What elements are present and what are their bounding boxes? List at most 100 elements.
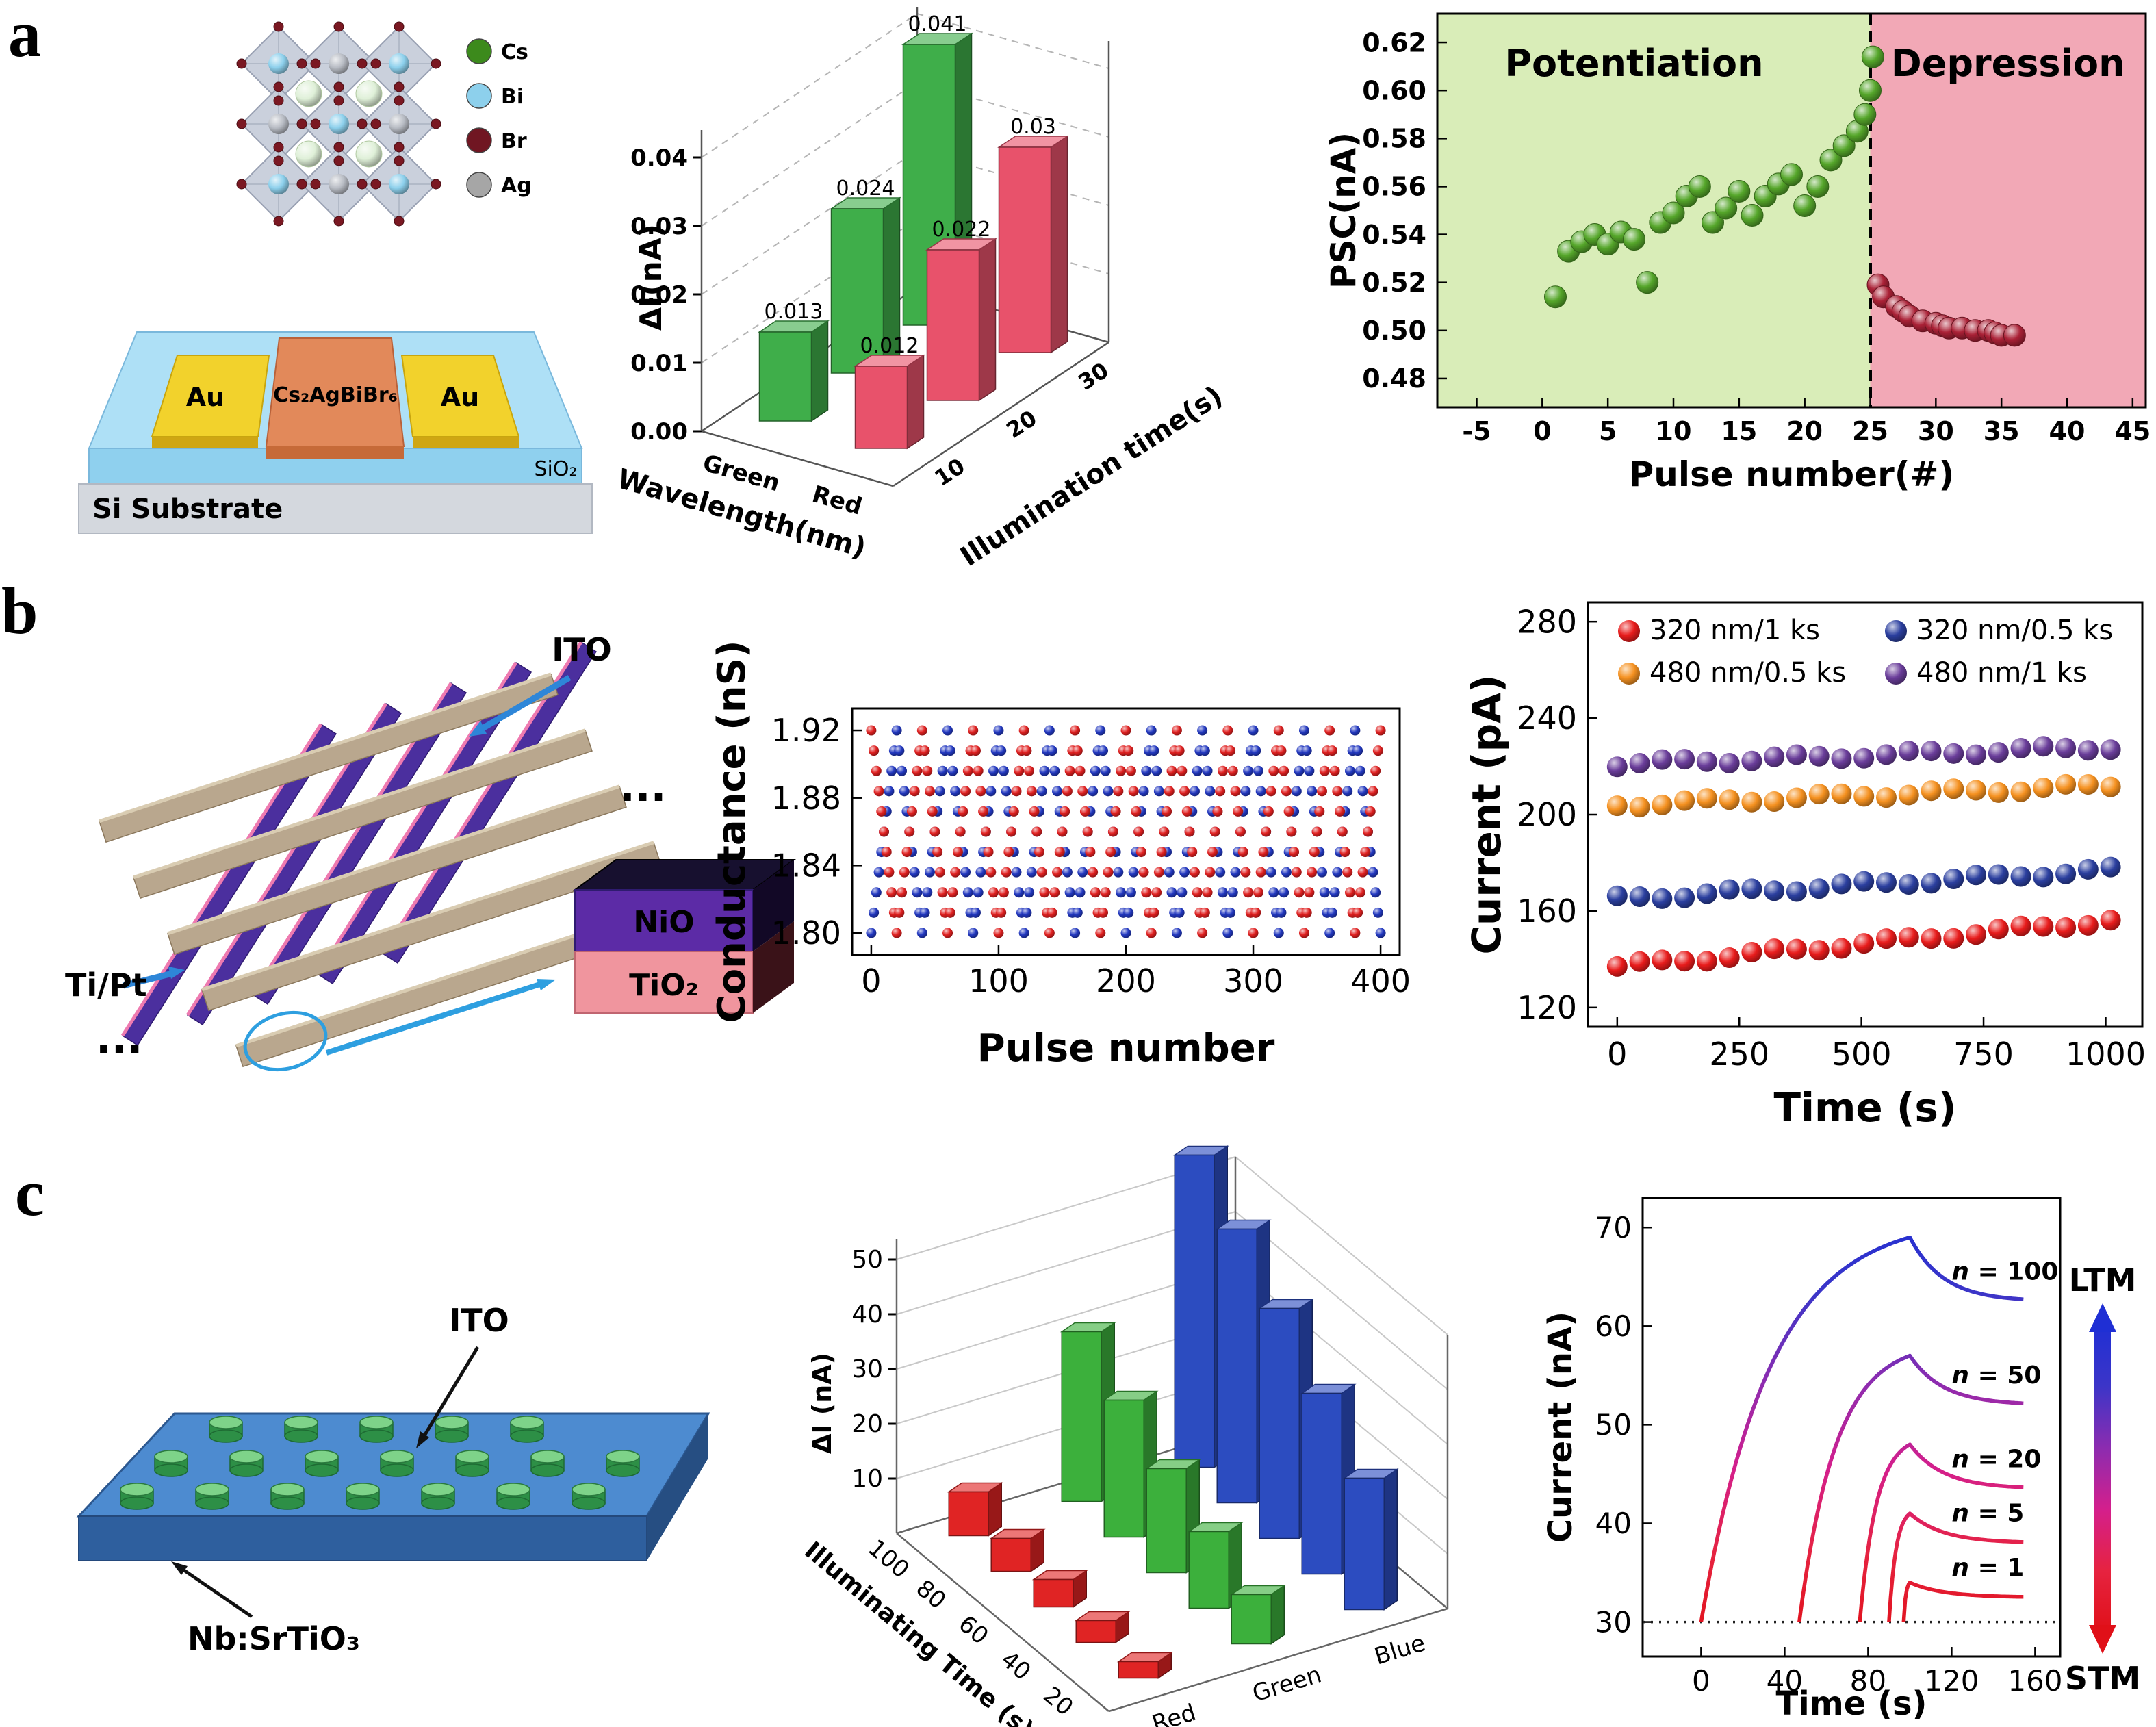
ito-dot-top <box>496 1483 530 1496</box>
data-point <box>1286 826 1297 837</box>
data-point <box>1011 786 1022 797</box>
data-point <box>1263 806 1274 817</box>
data-point <box>1360 847 1371 858</box>
x-tick-label: 300 <box>1223 962 1283 999</box>
y-tick-label: 50 <box>1595 1408 1632 1442</box>
data-point <box>1943 778 1964 799</box>
data-point <box>1217 887 1228 898</box>
data-point <box>1047 907 1057 918</box>
data-point <box>1138 867 1149 878</box>
data-point <box>866 725 877 736</box>
data-point <box>2033 736 2054 757</box>
y-tick-label: 0.60 <box>1362 75 1426 105</box>
bar-side <box>906 354 925 450</box>
data-point <box>1006 826 1017 837</box>
bar <box>1188 1531 1229 1609</box>
data-point <box>1276 907 1287 918</box>
data-point <box>1623 228 1645 251</box>
data-point <box>996 745 1007 756</box>
data-point <box>934 867 945 878</box>
ito-label: ITO <box>552 631 612 668</box>
data-point <box>1098 745 1109 756</box>
x-tick-label: 200 <box>1096 962 1156 999</box>
ito-dot-top <box>305 1450 339 1463</box>
data-point <box>1164 786 1175 797</box>
data-point <box>970 907 981 918</box>
data-point <box>1014 887 1025 898</box>
bar-side <box>1270 1585 1285 1645</box>
data-point <box>866 928 877 938</box>
data-point <box>1281 867 1292 878</box>
ito-dot-top <box>510 1416 544 1429</box>
data-point <box>1629 753 1650 774</box>
data-point <box>975 867 986 878</box>
data-point <box>922 887 933 898</box>
data-point <box>937 887 948 898</box>
data-point <box>1075 887 1086 898</box>
bar <box>1231 1594 1272 1645</box>
z-tick-label: 0.00 <box>630 418 688 446</box>
x-tick-label: 160 <box>2007 1664 2062 1698</box>
data-point <box>973 765 984 776</box>
y-tick-label: Green <box>1249 1661 1324 1707</box>
y-tick-label: 160 <box>1517 893 1577 930</box>
data-point <box>1138 786 1149 797</box>
data-point <box>1243 765 1254 776</box>
data-point <box>927 806 938 817</box>
data-point <box>1741 204 1764 227</box>
data-point <box>1240 786 1251 797</box>
data-point <box>970 745 981 756</box>
x-tick-label: 1000 <box>2066 1036 2146 1073</box>
data-point <box>1120 725 1131 736</box>
data-point <box>1253 765 1263 776</box>
legend-ag-swatch <box>466 172 492 198</box>
y-tick-label: 60 <box>1595 1309 1632 1343</box>
data-point <box>975 786 986 797</box>
inset-arrow-head <box>537 979 556 990</box>
data-point <box>1875 787 1897 808</box>
data-point <box>1189 786 1200 797</box>
data-point <box>1741 791 1762 813</box>
data-point <box>1861 45 1884 68</box>
data-point <box>891 928 902 938</box>
ito-dot-bottom <box>120 1496 154 1510</box>
y-axis-label: Current (nA) <box>1541 1312 1580 1543</box>
plot-border <box>1587 601 2144 1028</box>
y-tick-label: 10 <box>929 453 969 491</box>
legend-cs-swatch <box>466 38 492 64</box>
data-point <box>1652 794 1673 815</box>
tipt-arrow-head <box>168 967 185 979</box>
data-point <box>1314 806 1325 817</box>
data-point <box>1606 756 1628 778</box>
ito-dot-top <box>421 1483 455 1496</box>
data-point <box>1205 786 1216 797</box>
data-point <box>1696 883 1717 904</box>
x-tick-label: 80 <box>911 1574 951 1614</box>
grid-line <box>896 1265 1448 1445</box>
br-atom <box>333 216 344 227</box>
data-point <box>1008 806 1019 817</box>
data-point <box>962 765 973 776</box>
ellipsis-right: ... <box>619 763 666 811</box>
data-point <box>1233 806 1244 817</box>
device-schematic-a: Au Au Cs₂AgBiBr₆ SiO₂ Si Substrate Cs Bi… <box>78 21 593 534</box>
z-tick-label: 30 <box>851 1355 883 1383</box>
bar-value-label: 0.03 <box>1010 115 1056 139</box>
br-atom <box>296 118 307 129</box>
data-point <box>1741 942 1762 963</box>
br-atom <box>236 118 247 129</box>
ito-dot-bottom <box>346 1496 380 1510</box>
data-point <box>1853 871 1875 892</box>
data-point <box>873 867 884 878</box>
data-point <box>1281 786 1292 797</box>
ito-dot-top <box>572 1483 606 1496</box>
data-point <box>1375 725 1386 736</box>
data-point <box>1370 765 1381 776</box>
panel-label-b: b <box>1 574 38 648</box>
ito-dot-bottom <box>435 1429 469 1443</box>
data-point <box>1174 745 1185 756</box>
legend-label: 480 nm/1 ks <box>1916 657 2087 689</box>
data-point <box>2055 917 2077 938</box>
bi-atom <box>329 114 349 134</box>
data-point <box>1786 881 1807 902</box>
